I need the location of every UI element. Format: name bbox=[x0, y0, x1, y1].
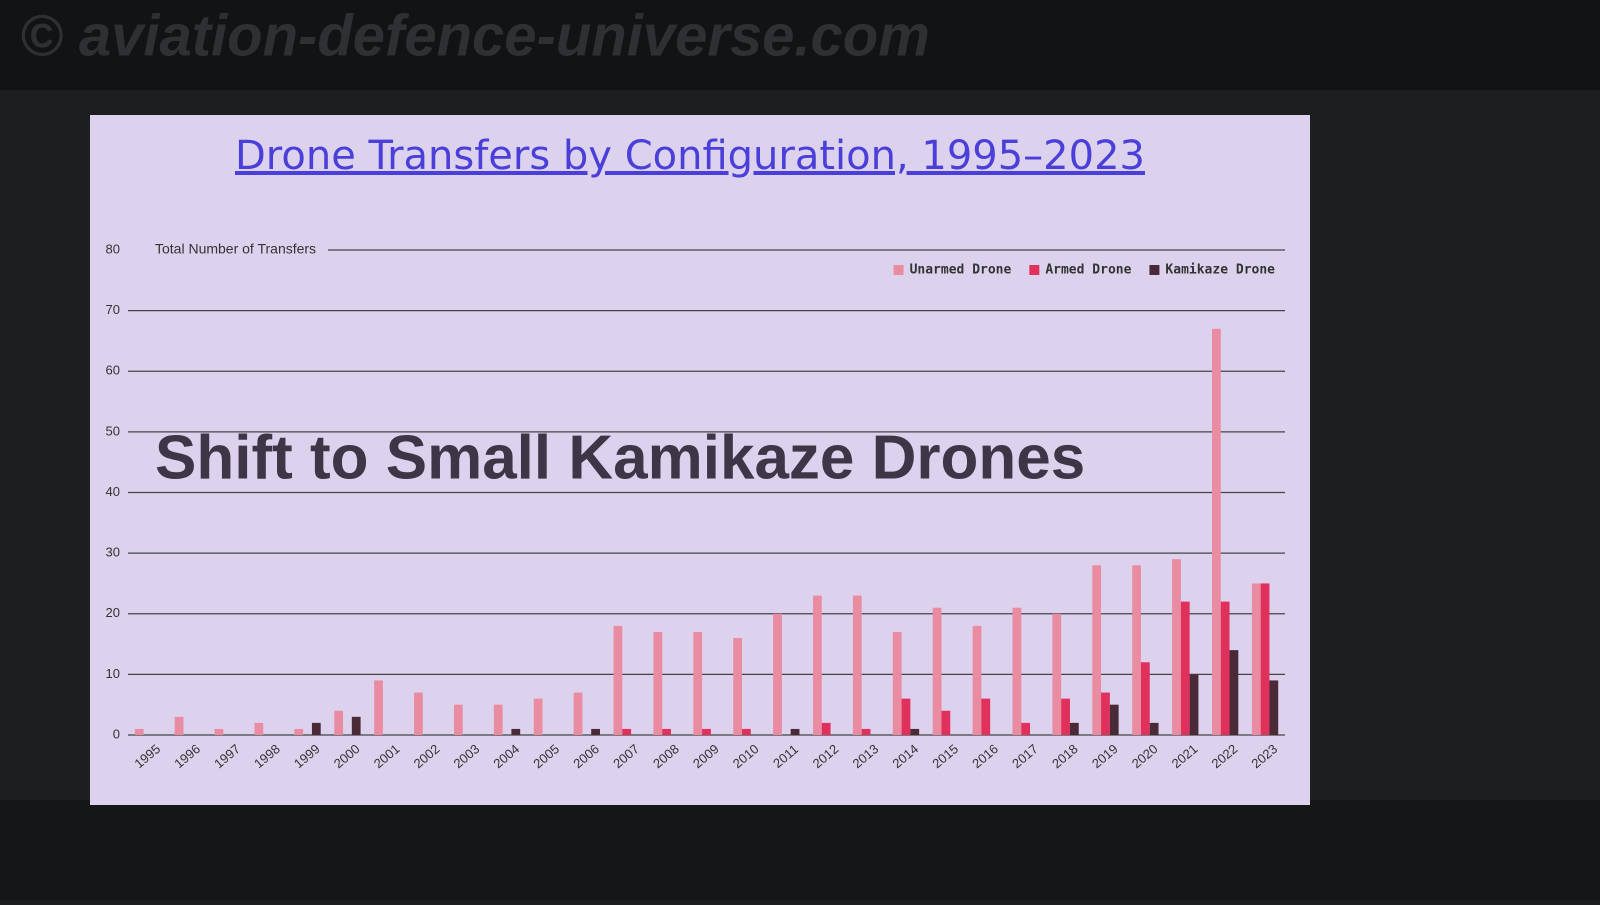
bar bbox=[852, 595, 862, 735]
bar bbox=[861, 728, 871, 735]
bar bbox=[790, 728, 800, 735]
bar bbox=[1189, 674, 1199, 735]
bar bbox=[1101, 692, 1110, 735]
y-tick-label: 20 bbox=[106, 605, 120, 620]
bar bbox=[294, 728, 304, 735]
bar bbox=[613, 625, 623, 735]
bar bbox=[733, 638, 743, 735]
bar bbox=[573, 692, 583, 735]
bar bbox=[1220, 601, 1230, 735]
bar bbox=[1251, 583, 1261, 735]
chart-title: Drone Transfers by Configuration, 1995–2… bbox=[235, 133, 1145, 179]
legend-label: Kamikaze Drone bbox=[1165, 263, 1275, 278]
legend-swatch bbox=[1029, 265, 1040, 275]
bar bbox=[414, 692, 423, 735]
bar bbox=[1180, 601, 1190, 735]
bar bbox=[1229, 650, 1239, 735]
y-axis-label: Total Number of Transfers bbox=[155, 241, 316, 257]
y-tick-label: 80 bbox=[106, 241, 120, 256]
bar bbox=[622, 728, 632, 735]
bar bbox=[1052, 613, 1062, 735]
legend-swatch bbox=[893, 265, 904, 275]
bar bbox=[693, 631, 703, 735]
bar bbox=[134, 728, 144, 735]
bar bbox=[351, 716, 361, 735]
bar bbox=[1069, 722, 1079, 735]
y-tick-label: 50 bbox=[106, 423, 120, 438]
bar bbox=[334, 710, 344, 735]
bar bbox=[653, 631, 663, 735]
bar bbox=[1092, 565, 1102, 735]
bar bbox=[932, 607, 942, 735]
bar bbox=[941, 710, 951, 735]
y-tick-label: 60 bbox=[106, 363, 120, 378]
bar bbox=[981, 698, 991, 735]
y-tick-label: 70 bbox=[106, 302, 120, 317]
y-tick-label: 30 bbox=[106, 545, 120, 560]
bar bbox=[1012, 607, 1022, 735]
bar bbox=[591, 728, 600, 735]
bar bbox=[1172, 559, 1181, 735]
bar bbox=[1140, 662, 1150, 735]
bar bbox=[254, 722, 264, 735]
bar bbox=[813, 595, 822, 735]
floor bbox=[0, 800, 1600, 900]
bar bbox=[1211, 328, 1221, 735]
bar bbox=[311, 722, 321, 735]
y-tick-label: 10 bbox=[106, 666, 120, 681]
y-tick-label: 0 bbox=[113, 726, 120, 741]
bar bbox=[1132, 565, 1141, 735]
ceiling bbox=[0, 0, 1600, 90]
bar bbox=[821, 722, 831, 735]
bar bbox=[742, 728, 751, 735]
legend-label: Unarmed Drone bbox=[910, 263, 1012, 278]
bar bbox=[533, 698, 543, 735]
legend-swatch bbox=[1149, 265, 1160, 275]
bar bbox=[901, 698, 911, 735]
bar bbox=[702, 728, 711, 735]
watermark: © aviation-defence-universe.com bbox=[20, 3, 930, 68]
bar bbox=[910, 728, 920, 735]
bar bbox=[1061, 698, 1070, 735]
bar bbox=[1149, 722, 1159, 735]
bar bbox=[972, 625, 982, 735]
bar bbox=[1260, 583, 1270, 735]
bar bbox=[662, 728, 671, 735]
bar bbox=[453, 704, 463, 735]
bar bbox=[214, 728, 224, 735]
bar bbox=[511, 728, 521, 735]
bar bbox=[892, 631, 902, 735]
bar bbox=[493, 704, 503, 735]
bar bbox=[1269, 680, 1279, 735]
bar bbox=[1109, 704, 1119, 735]
bar bbox=[773, 613, 782, 735]
bar bbox=[174, 716, 184, 735]
bar bbox=[374, 680, 383, 735]
legend-label: Armed Drone bbox=[1045, 263, 1131, 278]
y-tick-label: 40 bbox=[106, 484, 120, 499]
bar bbox=[1021, 722, 1031, 735]
annotation: Shift to Small Kamikaze Drones bbox=[155, 423, 1085, 492]
